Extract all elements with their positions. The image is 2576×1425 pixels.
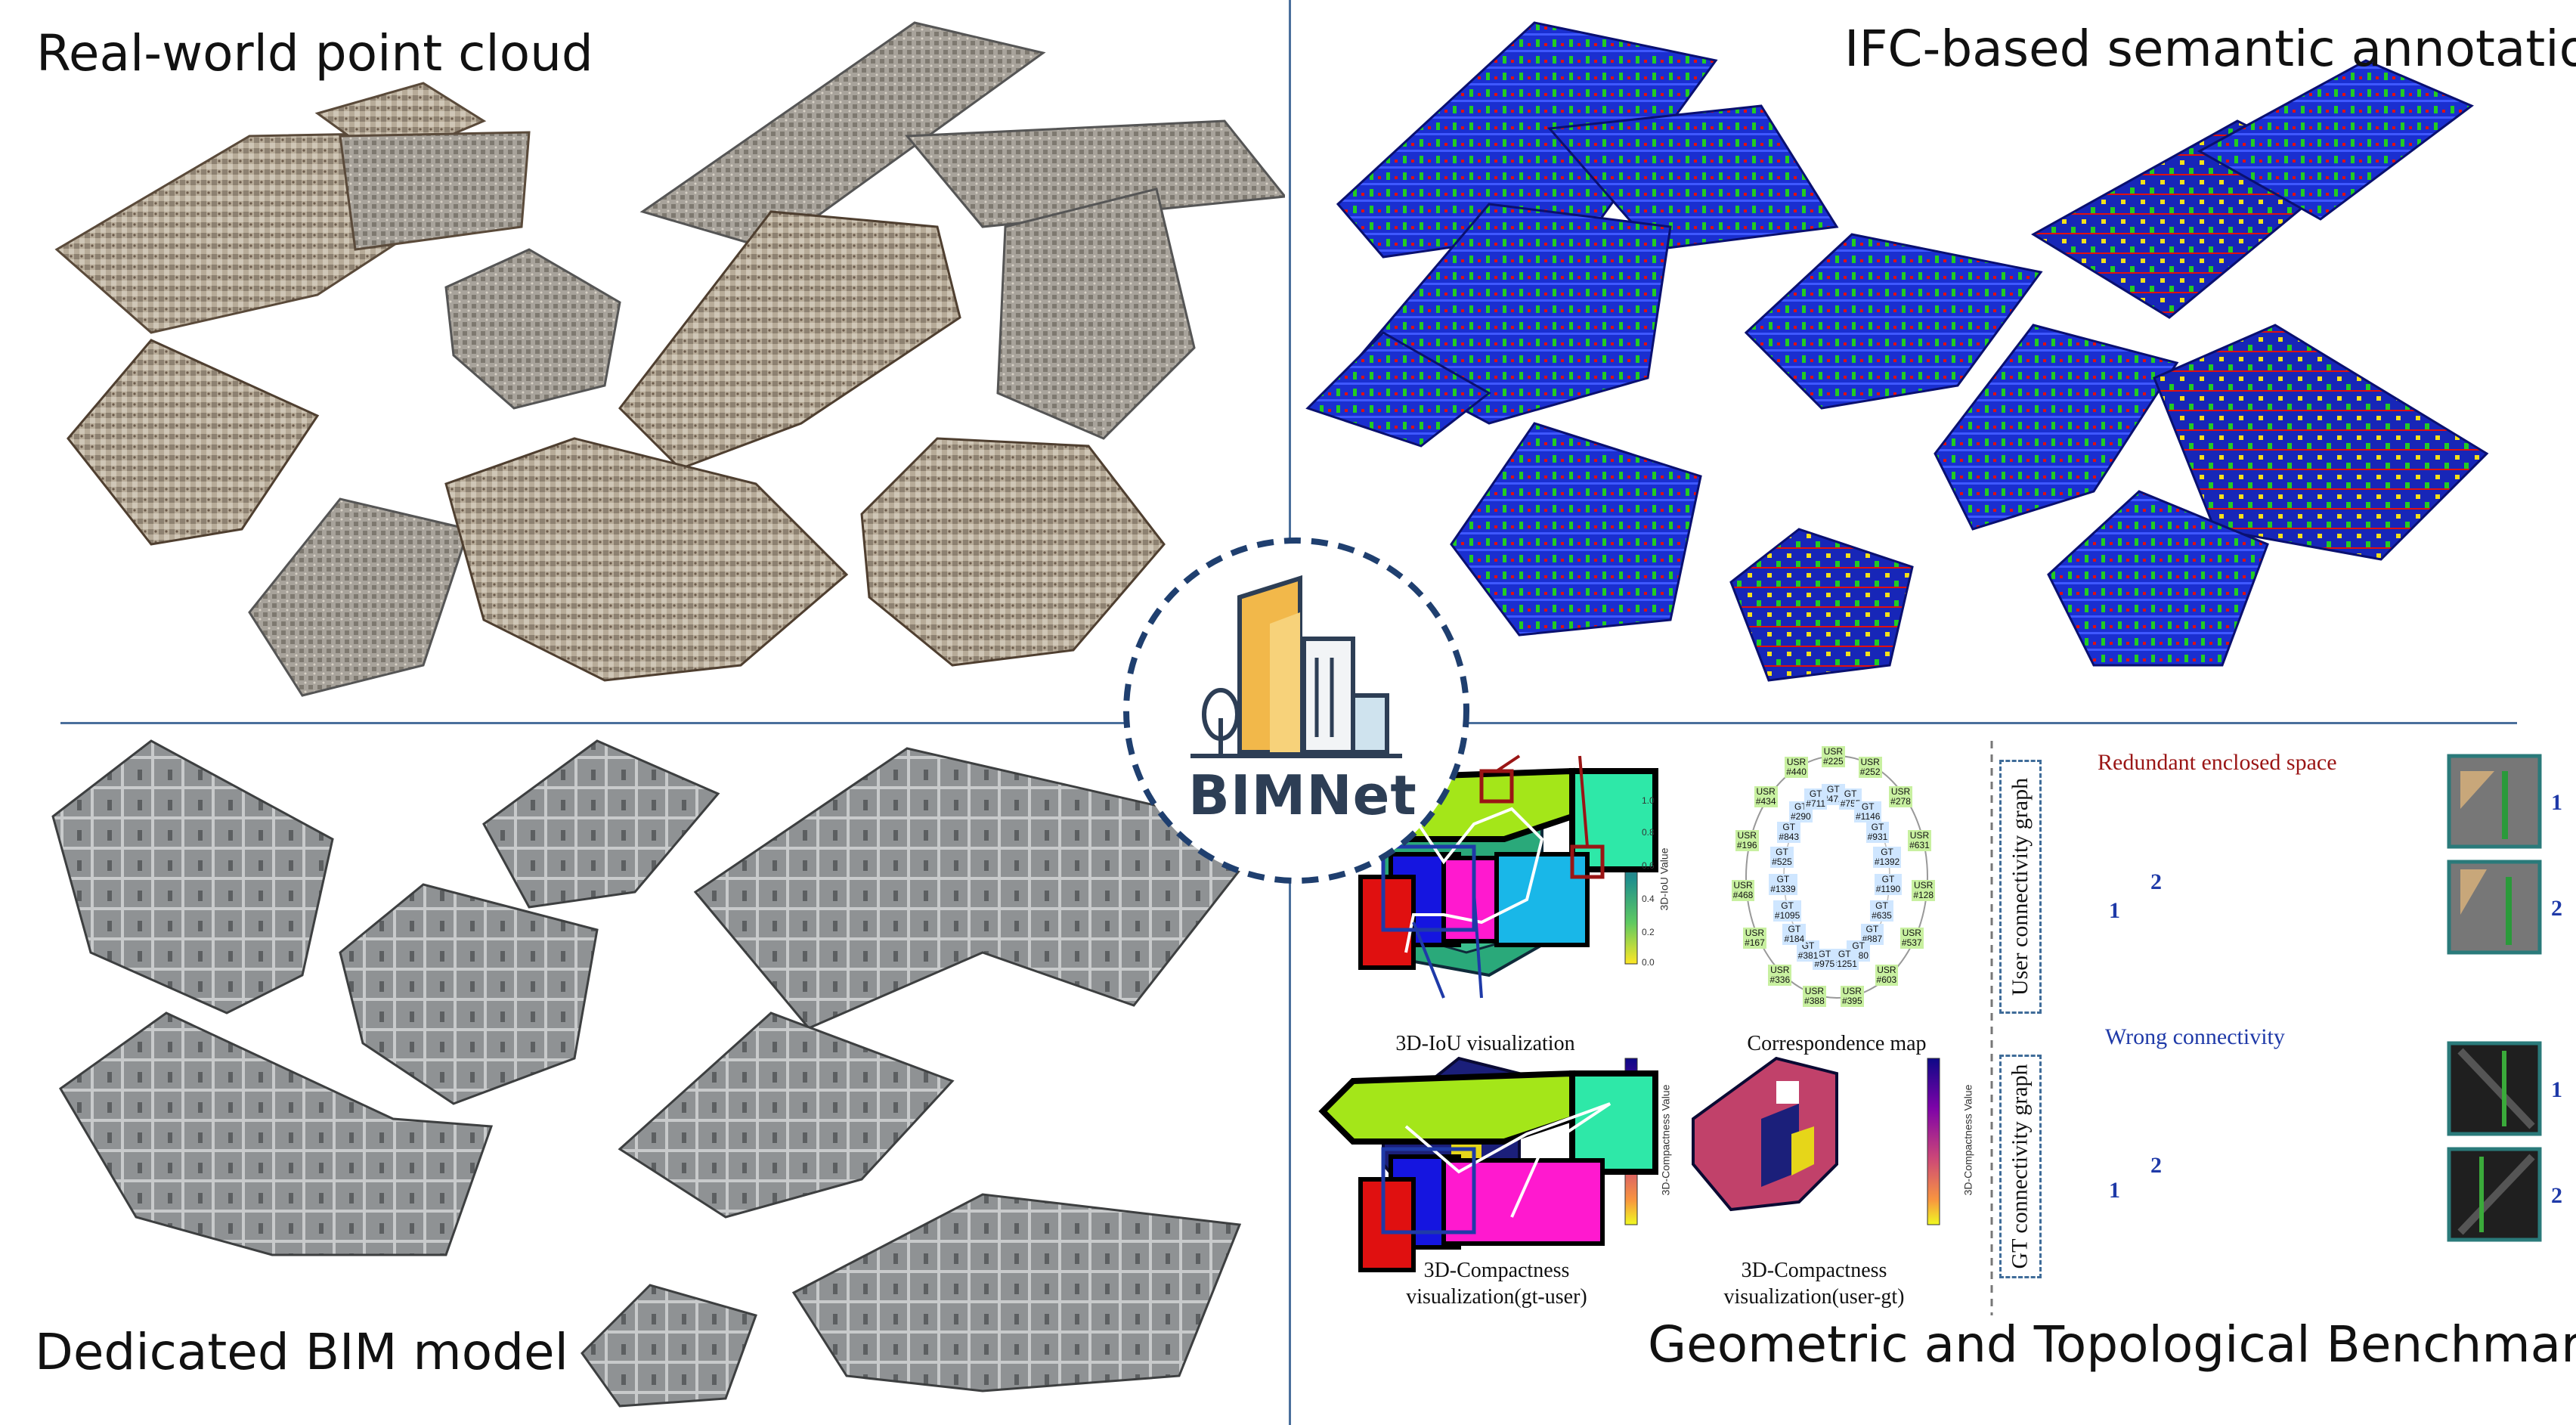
- point-cloud-title: Real-world point cloud: [36, 24, 593, 82]
- gt-node-17: GT #290: [1789, 801, 1813, 823]
- pc-building-3: [618, 210, 961, 470]
- iou-tick-4: 0.4: [1642, 894, 1655, 904]
- bim-building-6: [618, 1011, 955, 1219]
- zoom-2-gt: 2: [2551, 1183, 2562, 1208]
- usr-node-6: USR #603: [1875, 965, 1899, 987]
- zoom-1-gt: 1: [2551, 1077, 2562, 1102]
- pc-building-4: [444, 248, 621, 410]
- zoom-1-user: 1: [2551, 790, 2562, 815]
- usr-node-4: USR #128: [1912, 879, 1936, 901]
- usr-node-10: USR #167: [1743, 928, 1766, 949]
- bim-model-title: Dedicated BIM model: [35, 1323, 568, 1381]
- usr-node-8: USR #388: [1803, 985, 1826, 1007]
- gt-node-6: GT #635: [1870, 900, 1893, 922]
- bim-building-7: [581, 1284, 757, 1408]
- bimnet-logo-text: BIMNet: [1188, 764, 1417, 827]
- compactness-gt-user-caption-1: 3D-Compactness: [1423, 1259, 1570, 1282]
- iou-tick-6: 0.0: [1642, 957, 1655, 968]
- benchmark-panel: 3D-IoU Value 3D-Compactness Value 3D-Com…: [1293, 726, 2576, 1425]
- sem-building-8: [1729, 528, 1914, 682]
- semantic-annotation-illustration: [1305, 21, 2489, 682]
- bim-model-illustration: [51, 739, 1272, 1408]
- gt-region-2: 2: [2150, 1153, 2162, 1178]
- sem-building-6: [2153, 324, 2489, 561]
- iou-tick-3: 0.6: [1642, 860, 1655, 871]
- sem-building-9: [2047, 490, 2269, 667]
- iou-tick-5: 0.2: [1642, 927, 1655, 937]
- gt-node-16: GT #843: [1777, 821, 1801, 843]
- usr-node-7: USR #395: [1840, 985, 1864, 1007]
- iou-caption: 3D-IoU visualization: [1395, 1032, 1575, 1055]
- compactness-user-gt-caption-1: 3D-Compactness: [1741, 1259, 1887, 1282]
- usr-node-11: USR #468: [1731, 879, 1755, 901]
- user-region-1: 1: [2109, 898, 2120, 923]
- wrong-connectivity-annotation: Wrong connectivity: [2105, 1024, 2285, 1049]
- sem-building-5: [1934, 324, 2179, 531]
- pc-building-1: [54, 82, 531, 334]
- bim-building-5: [59, 1011, 494, 1256]
- gt-node-4: GT #1392: [1872, 846, 1902, 868]
- bim-building-2: [482, 739, 720, 909]
- iou-colorbar-label: 3D-IoU Value: [1658, 847, 1670, 911]
- compactness-colorbar-label-2: 3D-Compactness Value: [1961, 1084, 1974, 1196]
- compactness-colorbar-2: [1927, 1058, 1940, 1225]
- gt-node-3: GT #931: [1865, 821, 1890, 843]
- usr-node-9: USR #336: [1768, 965, 1792, 987]
- usr-node-1: USR #252: [1858, 756, 1882, 778]
- compactness-user-gt-caption-2: visualization(user-gt): [1723, 1285, 1905, 1309]
- sem-building-2: [1305, 203, 1672, 448]
- gt-region-1: 1: [2109, 1178, 2120, 1203]
- bimnet-logo: BIMNet: [1119, 533, 1474, 888]
- semantic-annotation-panel: IFC-based semantic annotation: [1293, 0, 2576, 718]
- bim-building-3: [339, 883, 599, 1105]
- gt-node-14: GT #1339: [1769, 874, 1797, 896]
- redundant-space-annotation: Redundant enclosed space: [2098, 750, 2337, 775]
- usr-node-2: USR #278: [1889, 785, 1912, 807]
- gt-graph-label: GT connectivity graph: [2008, 1064, 2033, 1269]
- gt-node-12: GT #184: [1782, 923, 1807, 945]
- iou-tick-1: 1.0: [1642, 795, 1655, 806]
- pc-building-6: [248, 497, 470, 697]
- user-region-2: 2: [2150, 869, 2162, 894]
- sem-building-1: [1336, 21, 1839, 259]
- gt-connectivity-floorplan: [1318, 1070, 1658, 1272]
- iou-tick-2: 0.8: [1642, 827, 1655, 838]
- usr-node-5: USR #537: [1899, 928, 1924, 949]
- user-graph-label: User connectivity graph: [2008, 777, 2033, 996]
- pc-building-5: [67, 339, 320, 546]
- gt-node-2: GT #1146: [1853, 801, 1882, 823]
- compactness-user-gt-model: [1692, 1056, 1838, 1212]
- compactness-gt-user-caption-2: visualization(gt-user): [1406, 1285, 1587, 1309]
- usr-node-13: USR #434: [1754, 785, 1778, 807]
- point-cloud-illustration: [54, 21, 1285, 697]
- sem-building-4: [2031, 59, 2474, 319]
- user-graph-label-box: User connectivity graph: [1999, 760, 2042, 1014]
- pc-building-2: [639, 21, 1285, 440]
- pc-building-7: [444, 437, 849, 682]
- usr-node-12: USR #196: [1735, 829, 1759, 851]
- point-cloud-panel: Real-world point cloud: [0, 0, 1285, 718]
- bim-building-1: [51, 739, 334, 1015]
- pc-building-8: [860, 437, 1166, 667]
- usr-node-0: USR #225: [1822, 746, 1845, 767]
- correspondence-caption: Correspondence map: [1747, 1032, 1927, 1055]
- sem-building-7: [1450, 422, 1702, 637]
- bim-building-8: [791, 1193, 1242, 1392]
- benchmark-title: Geometric and Topological Benchmark: [1648, 1315, 2576, 1374]
- benchmark-graphics: [1318, 741, 2542, 1315]
- gt-node-5: GT #1190: [1874, 874, 1903, 896]
- usr-node-3: USR #631: [1908, 829, 1931, 851]
- gt-graph-label-box: GT connectivity graph: [1999, 1055, 2042, 1278]
- gt-node-13: GT #1095: [1773, 900, 1802, 922]
- gt-node-18: GT #711: [1804, 788, 1828, 810]
- bimnet-logo-graphic: [1123, 537, 1469, 884]
- sem-building-3: [1744, 233, 2043, 410]
- semantic-annotation-title: IFC-based semantic annotation: [1844, 20, 2576, 78]
- gt-node-15: GT #525: [1770, 846, 1794, 868]
- zoom-2-user: 2: [2551, 896, 2562, 921]
- usr-node-14: USR #440: [1785, 756, 1808, 778]
- bim-model-panel: Dedicated BIM model: [0, 726, 1285, 1425]
- compactness-colorbar-label-1: 3D-Compactness Value: [1659, 1084, 1672, 1196]
- zoom-thumbnails: [2447, 754, 2542, 1242]
